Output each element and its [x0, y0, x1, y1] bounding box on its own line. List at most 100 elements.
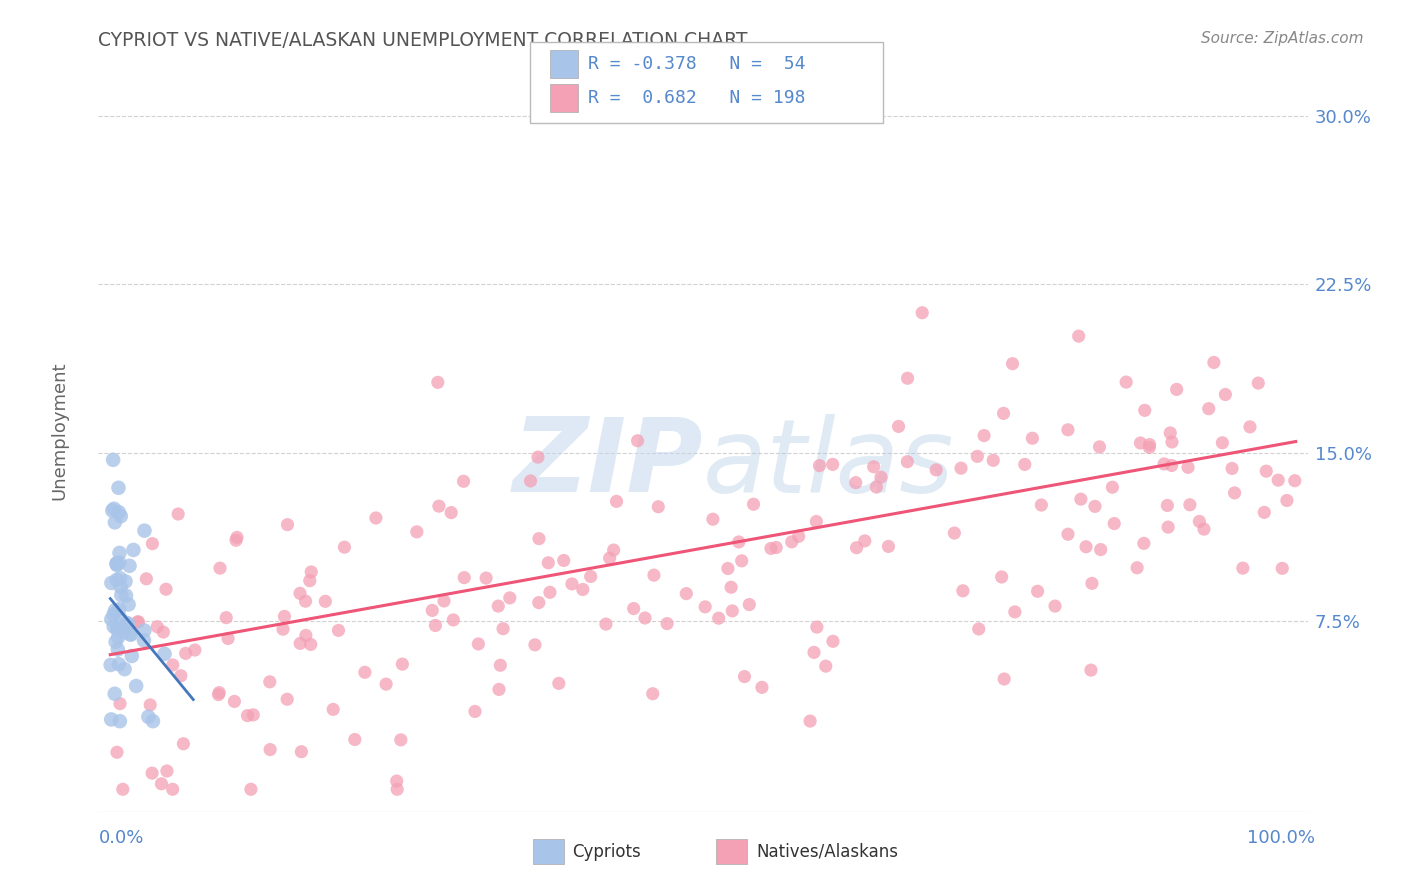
Point — [742, 497, 765, 511]
Point — [107, 622, 129, 636]
Point — [717, 561, 740, 575]
Point — [121, 648, 143, 663]
Point — [486, 599, 509, 613]
Point — [1275, 493, 1298, 508]
Point — [427, 499, 450, 513]
Point — [107, 642, 129, 657]
Point — [153, 647, 176, 661]
Point — [114, 662, 136, 676]
Point — [139, 698, 162, 712]
Point — [132, 633, 155, 648]
Point — [519, 474, 541, 488]
Point — [1026, 584, 1049, 599]
Point — [138, 710, 160, 724]
Point — [1166, 383, 1188, 397]
Point — [943, 526, 966, 541]
Point — [623, 601, 645, 615]
Point — [475, 571, 498, 585]
Point — [104, 687, 127, 701]
Point — [1211, 435, 1233, 450]
Point — [1115, 375, 1137, 389]
Point — [142, 714, 165, 728]
Point — [299, 565, 322, 579]
Point — [751, 681, 773, 695]
Point — [1247, 376, 1270, 390]
Point — [870, 470, 893, 484]
Point — [981, 453, 1004, 467]
Point — [973, 428, 995, 442]
Point — [115, 615, 138, 630]
Point — [707, 611, 730, 625]
Point — [1139, 437, 1161, 451]
Point — [862, 459, 884, 474]
Point — [110, 588, 132, 602]
Point — [1014, 458, 1036, 472]
Point — [1161, 434, 1184, 449]
Point — [276, 692, 298, 706]
Point — [966, 450, 988, 464]
Point — [806, 620, 828, 634]
Point — [108, 697, 131, 711]
Point — [799, 714, 821, 728]
Point — [162, 782, 184, 797]
Point — [174, 646, 197, 660]
Point — [110, 580, 132, 594]
Point — [276, 517, 298, 532]
Point — [1057, 527, 1080, 541]
Point — [1057, 423, 1080, 437]
Point — [389, 732, 412, 747]
Point — [655, 616, 678, 631]
Point — [385, 774, 408, 789]
Point — [405, 524, 427, 539]
Point — [141, 766, 163, 780]
Point — [1160, 458, 1182, 473]
Point — [162, 657, 184, 672]
Point — [896, 455, 918, 469]
Point — [464, 705, 486, 719]
Point — [104, 634, 127, 648]
Point — [538, 585, 561, 599]
Point — [911, 306, 934, 320]
Point — [925, 463, 948, 477]
Point — [105, 573, 128, 587]
Point — [100, 713, 122, 727]
Point — [425, 618, 447, 632]
Point — [127, 615, 149, 629]
Point — [110, 509, 132, 524]
Point — [1074, 540, 1097, 554]
Point — [1202, 355, 1225, 369]
Point — [156, 764, 179, 778]
Point — [440, 506, 463, 520]
Text: Unemployment: Unemployment — [51, 361, 69, 500]
Point — [298, 574, 321, 588]
Point — [675, 587, 697, 601]
Point — [134, 524, 156, 538]
Text: ZIP: ZIP — [512, 413, 703, 515]
Point — [112, 625, 135, 640]
Point — [215, 610, 238, 624]
Point — [553, 553, 575, 567]
Point — [125, 679, 148, 693]
Text: Source: ZipAtlas.com: Source: ZipAtlas.com — [1201, 31, 1364, 46]
Point — [727, 535, 749, 549]
Point — [595, 617, 617, 632]
Point — [108, 657, 131, 672]
Point — [100, 657, 122, 672]
Point — [523, 638, 546, 652]
Point — [1088, 440, 1111, 454]
Point — [1223, 486, 1246, 500]
Point — [314, 594, 336, 608]
Point — [135, 572, 157, 586]
Point — [322, 702, 344, 716]
Point — [391, 657, 413, 672]
Point — [1043, 599, 1066, 613]
Point — [720, 580, 742, 594]
Point — [108, 546, 131, 560]
Point — [572, 582, 595, 597]
Text: CYPRIOT VS NATIVE/ALASKAN UNEMPLOYMENT CORRELATION CHART: CYPRIOT VS NATIVE/ALASKAN UNEMPLOYMENT C… — [98, 31, 748, 50]
Point — [167, 507, 190, 521]
Point — [787, 529, 810, 543]
Point — [1137, 441, 1160, 455]
Text: R = -0.378   N =  54: R = -0.378 N = 54 — [588, 55, 806, 73]
Point — [294, 594, 316, 608]
